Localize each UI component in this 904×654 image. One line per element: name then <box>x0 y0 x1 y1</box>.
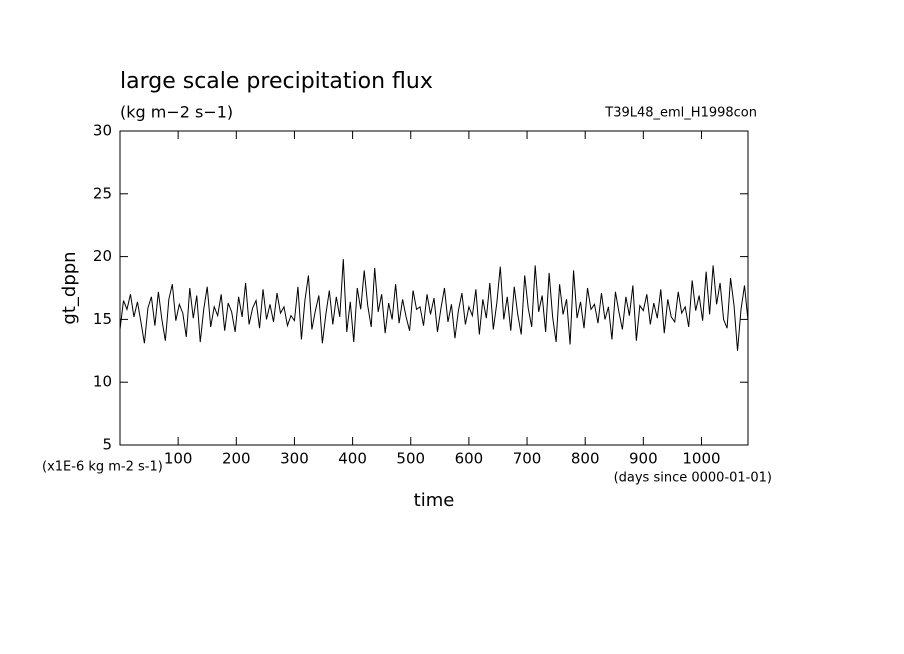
annotation: T39L48_eml_H1998con <box>604 106 757 121</box>
x-tick-label: 1000 <box>682 450 720 468</box>
y-tick-label: 10 <box>93 373 112 391</box>
plot-frame <box>119 130 749 446</box>
x-tick-label: 100 <box>164 450 193 468</box>
chart-title: large scale precipitation flux <box>120 69 433 94</box>
x-unit-note: (days since 0000-01-01) <box>614 471 772 486</box>
x-tick-label: 500 <box>396 450 425 468</box>
x-axis-label: time <box>414 490 455 511</box>
y-tick-label: 5 <box>102 436 112 454</box>
x-tick-label: 400 <box>338 450 367 468</box>
x-tick-label: 800 <box>571 450 600 468</box>
chart-subtitle: (kg m−2 s−1) <box>120 103 233 122</box>
y-tick-label: 15 <box>93 310 112 328</box>
y-tick-label: 25 <box>93 184 112 202</box>
x-tick-label: 300 <box>280 450 309 468</box>
x-tick-label: 900 <box>629 450 658 468</box>
x-tick-label: 600 <box>455 450 484 468</box>
y-tick-label: 20 <box>93 247 112 265</box>
y-unit-note: (x1E-6 kg m-2 s-1) <box>42 460 163 475</box>
data-line <box>119 259 749 351</box>
x-tick-label: 200 <box>222 450 251 468</box>
x-tick-label: 700 <box>513 450 542 468</box>
y-axis-label: gt_dppn <box>59 251 80 324</box>
y-tick-label: 30 <box>93 122 112 140</box>
